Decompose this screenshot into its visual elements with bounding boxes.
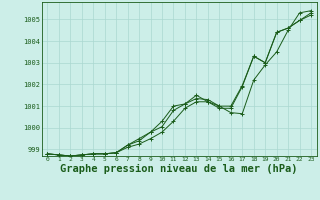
X-axis label: Graphe pression niveau de la mer (hPa): Graphe pression niveau de la mer (hPa) xyxy=(60,164,298,174)
